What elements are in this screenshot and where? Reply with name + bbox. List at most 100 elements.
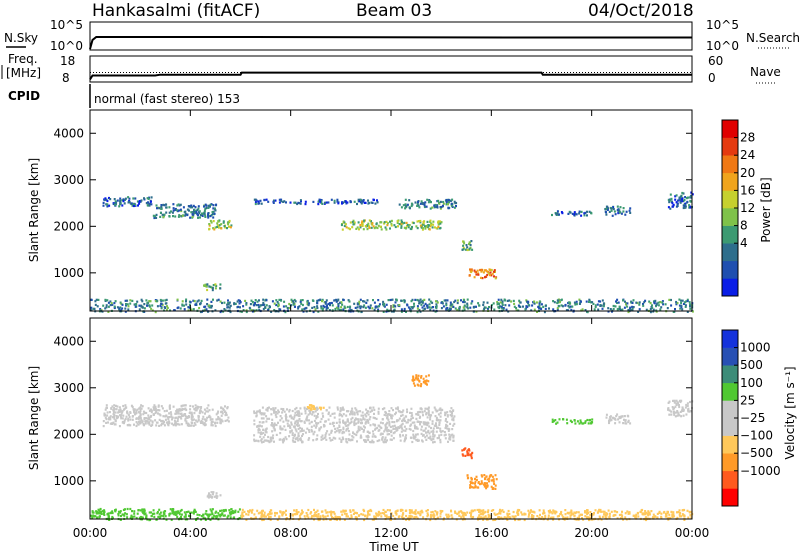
scatter-cell (219, 515, 222, 518)
scatter-cell (689, 514, 692, 517)
scatter-cell (478, 483, 481, 486)
scatter-cell (106, 414, 109, 417)
scatter-cell (659, 308, 662, 311)
scatter-cell (184, 404, 187, 407)
scatter-cell (327, 418, 330, 421)
scatter-cell (479, 513, 482, 516)
scatter-cell (253, 513, 256, 516)
scatter-cell (124, 404, 127, 407)
scatter-cell (257, 512, 260, 515)
scatter-cell (437, 225, 440, 228)
scatter-cell (341, 408, 343, 411)
scatter-cell (487, 516, 490, 519)
scatter-cell (671, 205, 674, 208)
scatter-cell (552, 420, 555, 423)
scatter-cell (649, 308, 652, 311)
scatter-cell (535, 301, 538, 304)
scatter-cell (367, 434, 369, 437)
scatter-cell (195, 211, 198, 214)
scatter-cell (619, 206, 622, 209)
scatter-cell (363, 439, 365, 442)
scatter-cell (466, 298, 469, 301)
scatter-cell (271, 424, 274, 427)
scatter-cell (153, 407, 155, 410)
scatter-cell (320, 307, 323, 310)
scatter-cell (324, 201, 326, 204)
scatter-cell (558, 514, 560, 518)
scatter-cell (410, 204, 413, 208)
scatter-cell (483, 474, 486, 477)
scatter-cell (209, 215, 212, 218)
scatter-cell (162, 415, 165, 418)
scatter-cell (439, 427, 442, 430)
scatter-cell (205, 510, 208, 513)
scatter-cell (446, 420, 449, 424)
scatter-cell (319, 408, 322, 411)
scatter-cell (109, 422, 112, 425)
scatter-cell (166, 416, 169, 419)
scatter-cell (306, 406, 309, 409)
scatter-cell (425, 205, 428, 208)
scatter-cell (389, 518, 392, 521)
scatter-cell (294, 305, 296, 308)
scatter-cell (146, 197, 149, 200)
scatter-cell (355, 516, 358, 519)
scatter-cell (436, 426, 438, 429)
scatter-cell (453, 200, 456, 203)
scatter-cell (471, 451, 474, 454)
freq-label-2: [MHz] (6, 66, 41, 80)
scatter-cell (220, 418, 223, 421)
scatter-cell (210, 491, 213, 494)
scatter-cell (197, 419, 200, 422)
scatter-cell (428, 303, 431, 306)
scatter-cell (210, 304, 213, 308)
scatter-cell (296, 421, 299, 425)
scatter-cell (417, 201, 419, 204)
scatter-cell (364, 514, 366, 517)
scatter-cell (108, 518, 111, 521)
scatter-cell (365, 435, 368, 438)
scatter-cell (513, 305, 516, 308)
scatter-cell (118, 425, 121, 428)
scatter-cell (512, 510, 515, 514)
scatter-cell (345, 438, 348, 441)
scatter-cell (518, 299, 521, 302)
scatter-cell (428, 425, 431, 428)
scatter-cell (216, 418, 219, 421)
scatter-cell (489, 271, 492, 274)
colorbar-segment (722, 243, 738, 262)
scatter-cell (401, 221, 403, 224)
scatter-cell (219, 310, 222, 314)
scatter-cell (371, 222, 374, 225)
scatter-cell (403, 221, 406, 224)
scatter-cell (560, 211, 563, 214)
scatter-cell (394, 225, 397, 229)
scatter-cell (104, 413, 106, 416)
scatter-cell (353, 221, 356, 224)
scatter-cell (564, 513, 567, 516)
scatter-cell (382, 310, 385, 313)
scatter-cell (610, 510, 613, 513)
scatter-cell (107, 512, 110, 515)
scatter-cell (425, 375, 428, 378)
scatter-cell (124, 512, 127, 515)
scatter-cell (439, 200, 442, 203)
scatter-cell (213, 495, 216, 498)
scatter-cell (652, 516, 654, 519)
scatter-cell (260, 304, 262, 307)
scatter-cell (428, 298, 431, 301)
scatter-cell (223, 510, 225, 513)
scatter-cell (429, 207, 432, 210)
scatter-cell (190, 204, 193, 207)
scatter-cell (583, 214, 586, 217)
scatter-cell (184, 413, 186, 416)
scatter-cell (265, 198, 268, 201)
scatter-cell (403, 307, 406, 311)
scatter-cell (148, 511, 151, 514)
scatter-cell (434, 310, 437, 313)
scatter-cell (150, 200, 152, 203)
scatter-cell (94, 300, 97, 303)
colorbar-segment (722, 347, 738, 366)
scatter-cell (688, 206, 691, 209)
scatter-cell (530, 509, 532, 512)
